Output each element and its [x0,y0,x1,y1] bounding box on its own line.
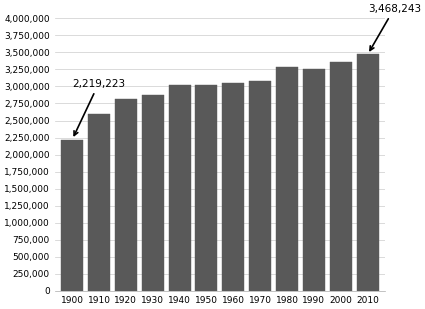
Bar [61,140,83,291]
Bar [249,81,271,291]
Text: 2,219,223: 2,219,223 [72,78,125,135]
Text: 3,468,243: 3,468,243 [368,4,421,50]
Bar [196,85,218,291]
Bar [142,95,164,291]
Bar [303,69,325,291]
Bar [276,67,298,291]
Bar [357,54,379,291]
Bar [169,85,191,291]
Bar [88,114,110,291]
Bar [115,99,137,291]
Bar [330,62,352,291]
Bar [222,83,244,291]
